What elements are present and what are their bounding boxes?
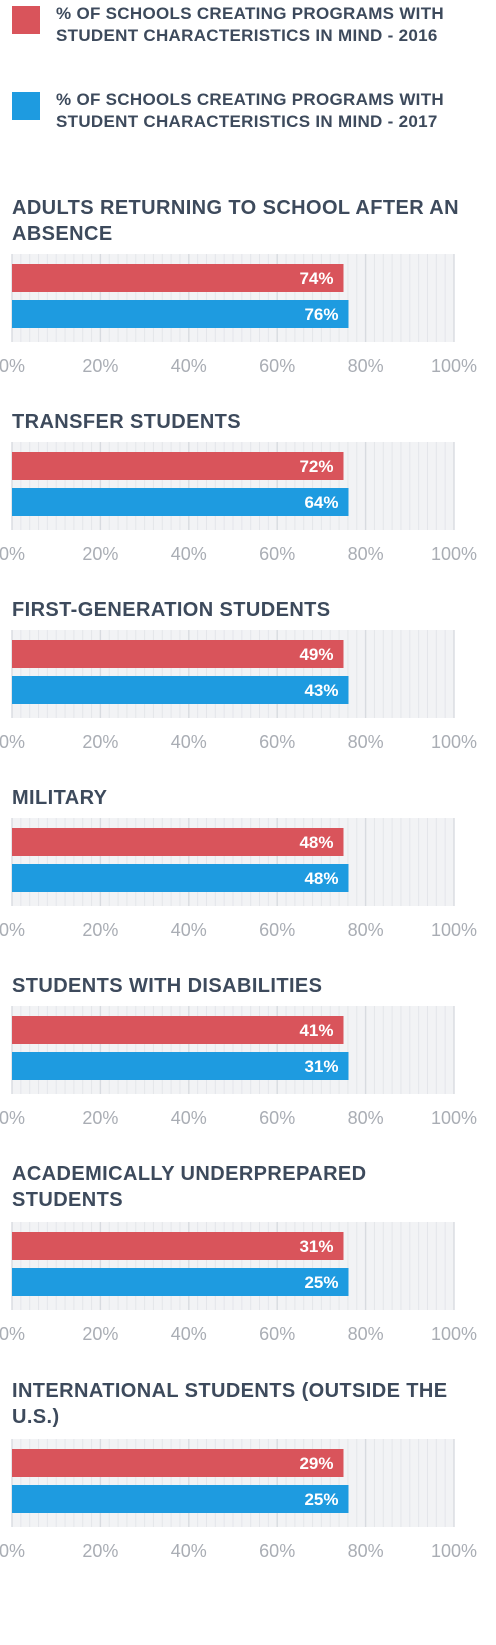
x-tick-label: 20% bbox=[82, 356, 118, 376]
chart-title: FIRST-GENERATION STUDENTS bbox=[12, 599, 331, 621]
bar-2017 bbox=[12, 676, 349, 704]
bar-data-label: 49% bbox=[299, 645, 333, 664]
legend-swatch-2016 bbox=[12, 6, 40, 34]
bar-data-label: 43% bbox=[304, 681, 338, 700]
x-tick-label: 40% bbox=[171, 1108, 207, 1128]
chart-title: MILITARY bbox=[12, 787, 108, 809]
x-tick-label: 80% bbox=[348, 1541, 384, 1561]
x-tick-label: 0% bbox=[0, 732, 25, 752]
x-tick-label: 40% bbox=[171, 732, 207, 752]
x-tick-label: 80% bbox=[348, 356, 384, 376]
bar-2016 bbox=[12, 828, 344, 856]
x-tick-label: 80% bbox=[348, 1108, 384, 1128]
chart-title: TRANSFER STUDENTS bbox=[12, 411, 242, 433]
bar-data-label: 48% bbox=[304, 869, 338, 888]
x-tick-label: 40% bbox=[171, 356, 207, 376]
bar-data-label: 64% bbox=[304, 493, 338, 512]
x-tick-label: 0% bbox=[0, 1541, 25, 1561]
x-tick-label: 100% bbox=[431, 1108, 477, 1128]
chart-title: STUDENTS WITH DISABILITIES bbox=[12, 975, 323, 997]
x-tick-label: 100% bbox=[431, 1541, 477, 1561]
x-tick-label: 80% bbox=[348, 920, 384, 940]
x-tick-label: 20% bbox=[82, 544, 118, 564]
legend-swatch-2017 bbox=[12, 92, 40, 120]
legend-label-2016: % OF SCHOOLS CREATING PROGRAMS WITH STUD… bbox=[56, 4, 444, 45]
chart-title: ACADEMICALLY UNDERPREPARED STUDENTS bbox=[12, 1163, 367, 1211]
x-tick-label: 0% bbox=[0, 1324, 25, 1344]
x-tick-label: 80% bbox=[348, 544, 384, 564]
bar-2017 bbox=[12, 864, 349, 892]
bar-2016 bbox=[12, 1016, 344, 1044]
bar-chart: 74% 76% 0% 20% 40% 60% 80% 100% bbox=[0, 254, 477, 376]
bar-chart: 29% 25% 0% 20% 40% 60% 80% 100% bbox=[0, 1439, 477, 1561]
x-tick-label: 60% bbox=[259, 920, 295, 940]
x-tick-label: 60% bbox=[259, 544, 295, 564]
x-tick-label: 20% bbox=[82, 1108, 118, 1128]
x-tick-label: 0% bbox=[0, 1108, 25, 1128]
x-tick-label: 40% bbox=[171, 1324, 207, 1344]
bar-data-label: 48% bbox=[299, 833, 333, 852]
x-tick-label: 60% bbox=[259, 1541, 295, 1561]
x-tick-label: 60% bbox=[259, 732, 295, 752]
bar-2016 bbox=[12, 452, 344, 480]
x-tick-label: 80% bbox=[348, 732, 384, 752]
x-tick-label: 100% bbox=[431, 920, 477, 940]
bar-data-label: 74% bbox=[299, 269, 333, 288]
x-tick-label: 20% bbox=[82, 732, 118, 752]
chart-title: INTERNATIONAL STUDENTS (OUTSIDE THE U.S.… bbox=[12, 1380, 448, 1428]
x-tick-label: 0% bbox=[0, 356, 25, 376]
bar-data-label: 76% bbox=[304, 305, 338, 324]
bar-data-label: 25% bbox=[304, 1273, 338, 1292]
bar-data-label: 29% bbox=[299, 1454, 333, 1473]
bar-2017 bbox=[12, 1485, 349, 1513]
bar-data-label: 41% bbox=[299, 1021, 333, 1040]
x-tick-label: 60% bbox=[259, 356, 295, 376]
bar-chart: 72% 64% 0% 20% 40% 60% 80% 100% bbox=[0, 442, 477, 564]
x-tick-label: 40% bbox=[171, 920, 207, 940]
bar-2017 bbox=[12, 1268, 349, 1296]
bar-2016 bbox=[12, 640, 344, 668]
bar-chart: 49% 43% 0% 20% 40% 60% 80% 100% bbox=[0, 630, 477, 752]
x-tick-label: 20% bbox=[82, 920, 118, 940]
x-tick-label: 0% bbox=[0, 544, 25, 564]
x-tick-label: 80% bbox=[348, 1324, 384, 1344]
x-tick-label: 20% bbox=[82, 1324, 118, 1344]
bar-2016 bbox=[12, 1449, 344, 1477]
legend-label-2017: % OF SCHOOLS CREATING PROGRAMS WITH STUD… bbox=[56, 90, 444, 131]
bar-chart: 48% 48% 0% 20% 40% 60% 80% 100% bbox=[0, 818, 477, 940]
bar-data-label: 31% bbox=[304, 1057, 338, 1076]
x-tick-label: 40% bbox=[171, 544, 207, 564]
bar-2016 bbox=[12, 1232, 344, 1260]
x-tick-label: 0% bbox=[0, 920, 25, 940]
x-tick-label: 20% bbox=[82, 1541, 118, 1561]
x-tick-label: 100% bbox=[431, 544, 477, 564]
bar-2016 bbox=[12, 264, 344, 292]
bar-2017 bbox=[12, 300, 349, 328]
bar-data-label: 72% bbox=[299, 457, 333, 476]
bar-chart: 31% 25% 0% 20% 40% 60% 80% 100% bbox=[0, 1222, 477, 1344]
x-tick-label: 60% bbox=[259, 1324, 295, 1344]
bar-2017 bbox=[12, 1052, 349, 1080]
x-tick-label: 100% bbox=[431, 1324, 477, 1344]
bar-data-label: 31% bbox=[299, 1237, 333, 1256]
bar-data-label: 25% bbox=[304, 1490, 338, 1509]
chart-title: ADULTS RETURNING TO SCHOOL AFTER AN ABSE… bbox=[12, 197, 459, 245]
bar-chart: 41% 31% 0% 20% 40% 60% 80% 100% bbox=[0, 1006, 477, 1128]
x-tick-label: 100% bbox=[431, 356, 477, 376]
bar-2017 bbox=[12, 488, 349, 516]
x-tick-label: 60% bbox=[259, 1108, 295, 1128]
x-tick-label: 40% bbox=[171, 1541, 207, 1561]
x-tick-label: 100% bbox=[431, 732, 477, 752]
